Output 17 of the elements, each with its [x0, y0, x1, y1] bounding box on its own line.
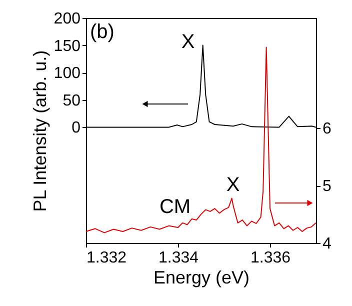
- x-tick-label: 1.332: [86, 250, 127, 266]
- x-tick-label: 1.334: [158, 250, 199, 266]
- y2-tick-label: 4: [322, 236, 332, 252]
- annotation: X: [226, 174, 240, 196]
- annotation: (b): [90, 21, 114, 43]
- x-axis-title: Energy (eV): [153, 268, 250, 288]
- y-tick-label: 0: [72, 120, 81, 137]
- y2-tick-label: 5: [322, 178, 332, 196]
- y-tick-label: 200: [54, 10, 81, 28]
- y-tick-label: 150: [54, 38, 81, 55]
- y-tick-label: 100: [54, 65, 81, 82]
- annotation: CM: [159, 196, 191, 218]
- y-axis-title: PL Intensity (arb. u.): [30, 50, 50, 212]
- y2-tick-label: 6: [322, 120, 332, 138]
- annotation: X: [181, 31, 195, 53]
- x-tick-label: 1.336: [250, 250, 291, 266]
- y-tick-label: 50: [62, 92, 81, 110]
